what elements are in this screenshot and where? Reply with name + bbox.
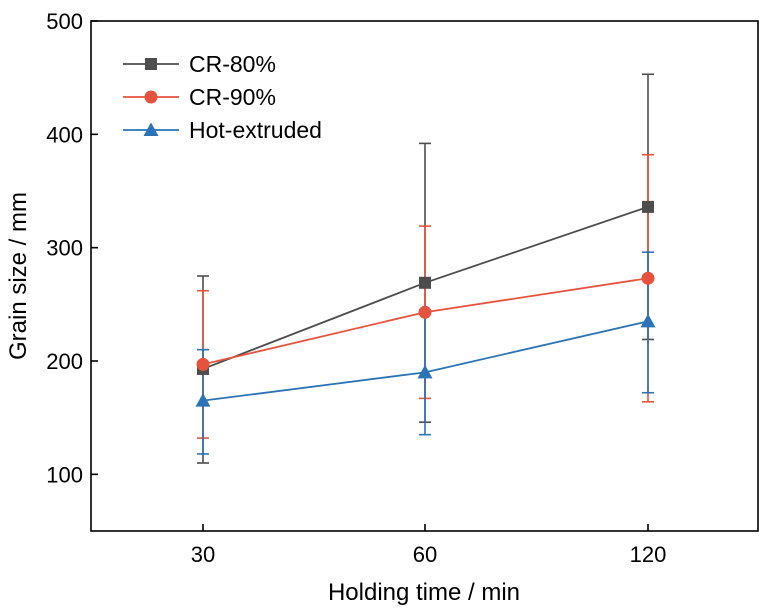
x-tick-label: 120 [630,542,667,567]
data-point-triangle [640,313,656,328]
data-point-circle [418,305,432,319]
x-tick-label: 30 [191,542,215,567]
data-point-triangle [195,393,211,407]
x-axis-ticks: 30 60 120 [191,524,667,567]
legend-item: Hot-extruded [123,117,322,143]
legend-marker [145,58,157,70]
x-axis-title: Holding time / min [328,579,520,606]
legend-label: CR-90% [189,84,276,110]
y-axis-ticks: 100 200 300 400 500 [46,9,98,487]
y-tick-label: 300 [46,236,83,261]
y-tick-label: 500 [46,9,83,34]
y-tick-label: 200 [46,349,83,374]
data-point-square [642,200,654,213]
legend: CR-80% CR-90% Hot-extruded [123,51,322,143]
data-point-circle [641,271,655,285]
series-markers [195,200,656,407]
x-tick-label: 60 [413,542,437,567]
legend-item: CR-90% [123,84,276,110]
data-point-square [419,276,431,289]
y-axis-title: Grain size / mm [5,192,32,360]
legend-label: CR-80% [189,51,276,77]
y-tick-label: 100 [46,462,83,487]
y-tick-label: 400 [46,122,83,147]
legend-item: CR-80% [123,51,276,77]
data-point-circle [196,357,210,371]
legend-marker [143,122,159,136]
data-point-triangle [417,364,433,379]
legend-marker [144,90,158,104]
legend-label: Hot-extruded [189,117,322,143]
